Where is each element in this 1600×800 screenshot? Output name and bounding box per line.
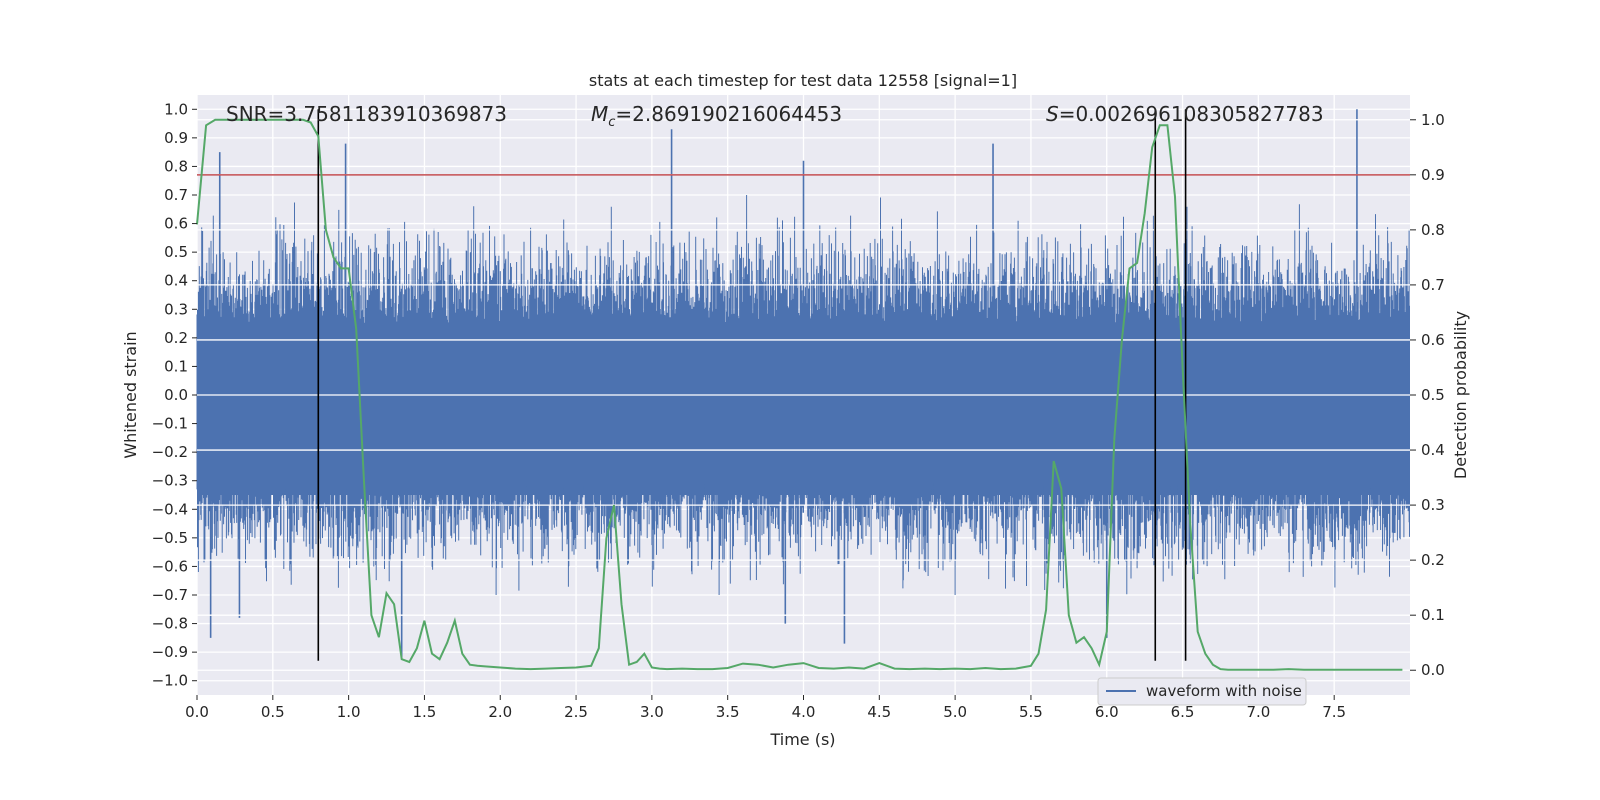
- x-tick-label: 1.0: [337, 703, 361, 721]
- left-tick-label: 0.1: [164, 357, 188, 375]
- left-tick-label: −1.0: [152, 672, 188, 690]
- left-tick-label: 0.3: [164, 300, 188, 318]
- right-y-axis-label: Detection probability: [1451, 311, 1470, 479]
- left-tick-label: −0.3: [152, 472, 188, 490]
- right-tick-label: 0.2: [1421, 551, 1445, 569]
- left-tick-label: 0.8: [164, 157, 188, 175]
- right-tick-label: 0.3: [1421, 496, 1445, 514]
- x-tick-label: 5.5: [1019, 703, 1043, 721]
- x-tick-label: 4.5: [867, 703, 891, 721]
- x-tick-label: 4.0: [792, 703, 816, 721]
- right-axis-ticks: 1.0 0.9 0.8 0.7 0.6 0.5 0.4 0.3 0.2 0.1 0.0: [1410, 111, 1445, 679]
- waveform-series: [196, 109, 1410, 658]
- x-axis-ticks: 0.0 0.5 1.0 1.5 2.0 2.5 3.0 3.5 4.0 4.5 5.0 5.5 6.0 6…: [185, 695, 1346, 721]
- x-tick-label: 5.0: [943, 703, 967, 721]
- x-tick-label: 6.5: [1171, 703, 1195, 721]
- legend: waveform with noise: [1097, 677, 1307, 706]
- waveform-noise: [196, 195, 1410, 595]
- x-tick-label: 0.5: [261, 703, 285, 721]
- left-tick-label: 0.5: [164, 243, 188, 261]
- left-axis-ticks: 1.0 0.9 0.8 0.7 0.6 0.5 0.4 0.3 0.2 0.1 0.0 −0.1 −0.…: [152, 100, 197, 690]
- right-tick-label: 0.6: [1421, 331, 1445, 349]
- s-value: =0.002696108305827783: [1059, 102, 1324, 126]
- s-symbol: S: [1046, 102, 1059, 126]
- x-tick-label: 2.5: [564, 703, 588, 721]
- left-tick-label: 0.0: [164, 386, 188, 404]
- left-tick-label: 0.6: [164, 215, 188, 233]
- left-tick-label: 0.9: [164, 129, 188, 147]
- left-tick-label: −0.7: [152, 586, 188, 604]
- left-tick-label: −0.2: [152, 443, 188, 461]
- left-tick-label: −0.8: [152, 615, 188, 633]
- x-axis-label: Time (s): [769, 730, 835, 749]
- x-tick-label: 3.5: [716, 703, 740, 721]
- left-tick-label: 0.7: [164, 186, 188, 204]
- chirp-mass-subscript: c: [608, 115, 615, 130]
- x-tick-label: 6.0: [1095, 703, 1119, 721]
- chart-title: stats at each timestep for test data 125…: [589, 71, 1017, 90]
- right-tick-label: 1.0: [1421, 111, 1445, 129]
- x-tick-label: 7.5: [1322, 703, 1346, 721]
- left-tick-label: −0.6: [152, 557, 188, 575]
- x-tick-label: 1.5: [413, 703, 437, 721]
- snr-annotation: SNR=3.7581183910369873: [226, 102, 507, 126]
- left-tick-label: −0.9: [152, 643, 188, 661]
- x-tick-label: 2.0: [488, 703, 512, 721]
- legend-box: [1097, 677, 1307, 706]
- x-tick-label: 7.0: [1246, 703, 1270, 721]
- s-annotation: S=0.002696108305827783: [1046, 102, 1324, 126]
- left-tick-label: 0.4: [164, 272, 188, 290]
- horizontal-gridlines: [197, 119, 1410, 671]
- right-tick-label: 0.0: [1421, 661, 1445, 679]
- chirp-mass-symbol: M: [591, 102, 608, 126]
- right-tick-label: 0.8: [1421, 221, 1445, 239]
- legend-label: waveform with noise: [1146, 682, 1302, 700]
- left-tick-label: −0.5: [152, 529, 188, 547]
- right-tick-label: 0.5: [1421, 386, 1445, 404]
- left-tick-label: 0.2: [164, 329, 188, 347]
- right-tick-label: 0.1: [1421, 606, 1445, 624]
- right-tick-label: 0.9: [1421, 166, 1445, 184]
- left-tick-label: −0.4: [152, 500, 188, 518]
- chirp-mass-annotation: Mc=2.869190216064453: [591, 102, 842, 130]
- x-tick-label: 0.0: [185, 703, 209, 721]
- left-tick-label: 1.0: [164, 100, 188, 118]
- right-tick-label: 0.7: [1421, 276, 1445, 294]
- left-y-axis-label: Whitened strain: [121, 331, 140, 458]
- chirp-mass-value: =2.869190216064453: [615, 102, 842, 126]
- detection-probability-line: [196, 118, 1403, 671]
- event-vertical-lines: [317, 109, 1187, 661]
- x-tick-label: 3.0: [640, 703, 664, 721]
- right-tick-label: 0.4: [1421, 441, 1445, 459]
- left-tick-label: −0.1: [152, 415, 188, 433]
